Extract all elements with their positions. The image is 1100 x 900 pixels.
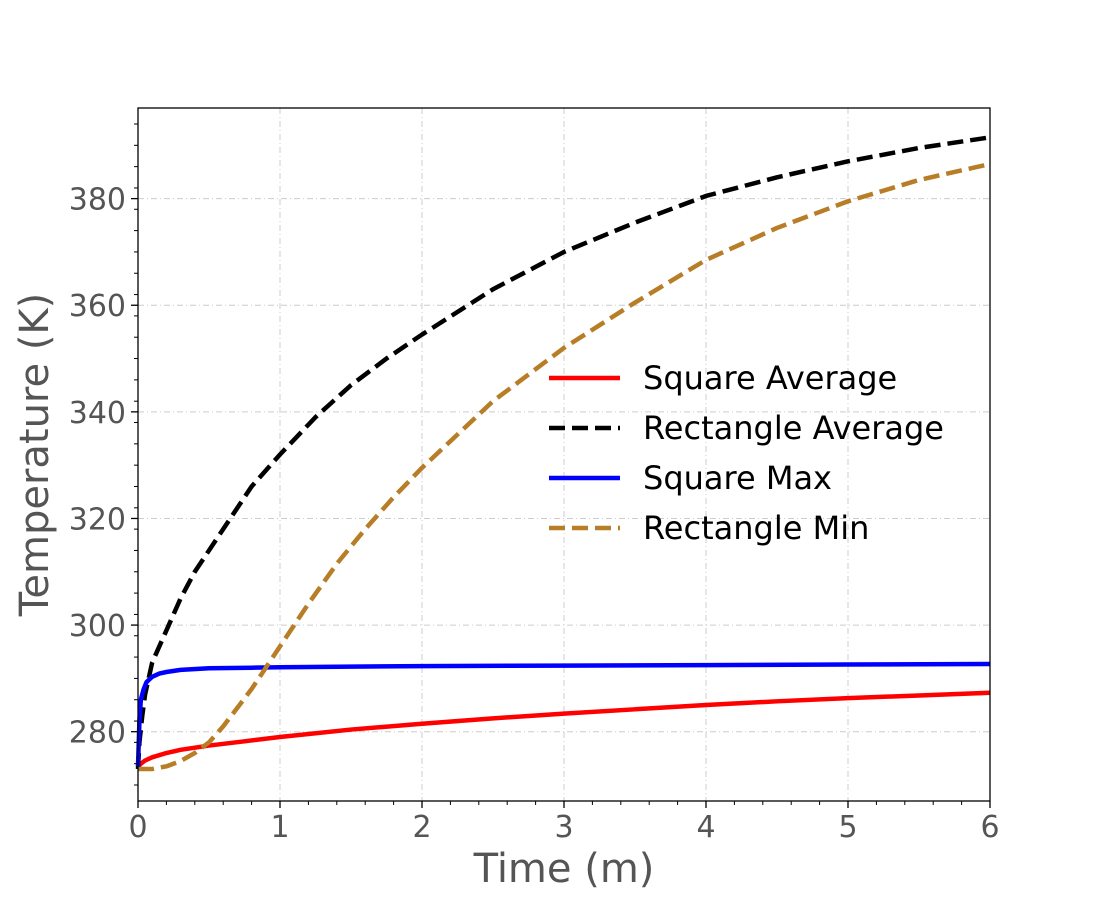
legend: Square Average Rectangle Average Square Ma… — [549, 359, 944, 547]
x-tick-label: 2 — [412, 810, 431, 845]
series-layer — [135, 135, 991, 772]
x-tick-label: 0 — [128, 810, 147, 845]
x-tick-label: 3 — [554, 810, 573, 845]
series-line-4 — [138, 161, 991, 772]
y-tick-label: 340 — [69, 396, 126, 431]
legend-label: Rectangle Min — [643, 509, 869, 547]
grid — [138, 108, 990, 801]
series-line-1 — [136, 690, 991, 768]
y-tick-label: 360 — [69, 289, 126, 324]
y-axis-title: Temperature (K) — [12, 293, 58, 618]
axis-ticks: 0 1 2 3 4 5 6 280 300 320 340 360 380 — [69, 123, 1000, 845]
series-line-3 — [135, 661, 991, 767]
legend-label: Square Average — [643, 359, 897, 397]
y-tick-label: 300 — [69, 609, 126, 644]
x-tick-label: 4 — [696, 810, 715, 845]
legend-label: Rectangle Average — [643, 409, 944, 447]
x-tick-label: 6 — [980, 810, 999, 845]
legend-label: Square Max — [643, 459, 832, 497]
y-tick-label: 320 — [69, 502, 126, 537]
x-axis-title: Time (m) — [473, 846, 655, 892]
y-tick-label: 280 — [69, 716, 126, 751]
y-tick-label: 380 — [69, 183, 126, 218]
x-tick-label: 5 — [838, 810, 857, 845]
series-line-2 — [135, 135, 991, 770]
x-tick-label: 1 — [270, 810, 289, 845]
